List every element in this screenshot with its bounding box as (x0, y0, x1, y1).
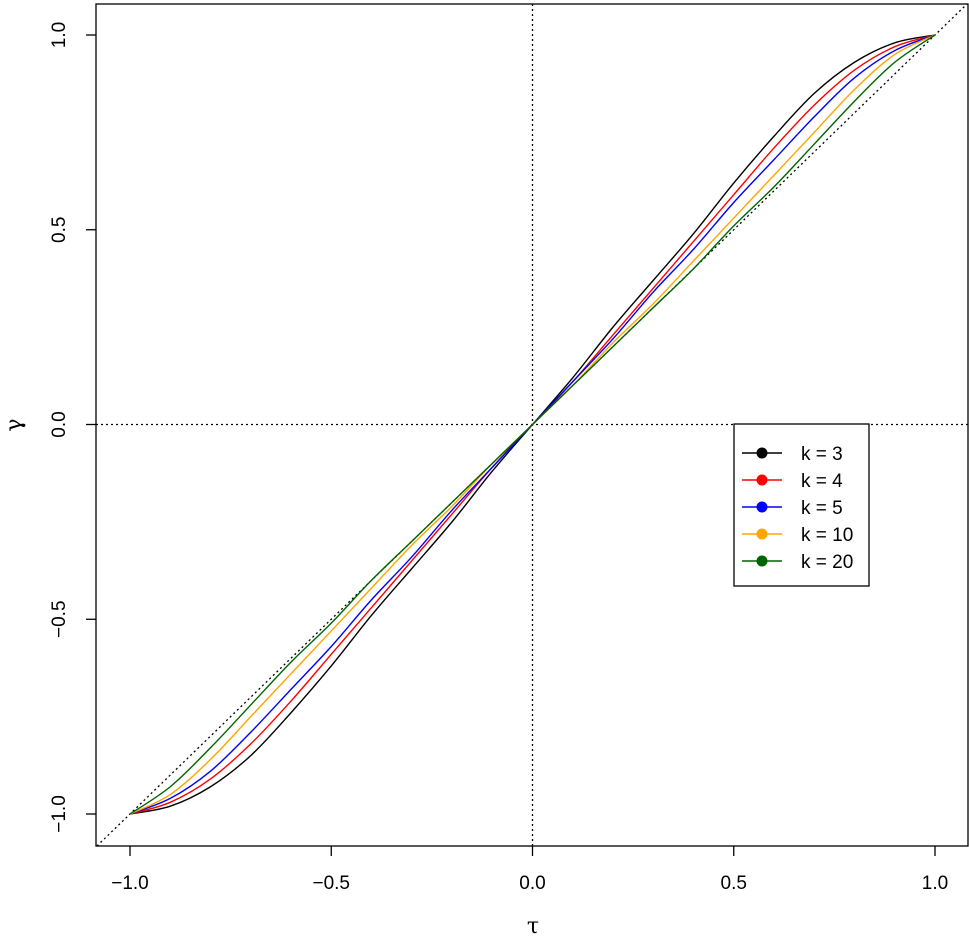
x-tick-label: −1.0 (111, 873, 149, 894)
legend-marker (756, 555, 768, 567)
y-axis-title: γ (2, 418, 27, 431)
y-axis: −1.0 −0.5 0.0 0.5 1.0 (49, 22, 96, 833)
y-tick-label: −0.5 (49, 600, 70, 638)
x-tick-label: −0.5 (312, 873, 350, 894)
legend-label: k = 4 (801, 471, 843, 492)
legend-label: k = 10 (801, 525, 853, 546)
y-tick-label: 0.5 (49, 217, 70, 243)
legend-marker (756, 528, 768, 540)
legend-label: k = 5 (801, 498, 843, 519)
y-tick-label: 0.0 (49, 411, 70, 437)
x-tick-label: 0.0 (519, 873, 545, 894)
x-tick-label: 0.5 (721, 873, 747, 894)
x-axis: −1.0 −0.5 0.0 0.5 1.0 (111, 846, 948, 894)
legend-label: k = 20 (801, 552, 853, 573)
legend-box (733, 423, 870, 587)
legend-marker (756, 501, 768, 513)
series-lines (129, 34, 936, 815)
y-tick-label: 1.0 (49, 22, 70, 48)
legend-marker (756, 447, 768, 459)
series-line-5 (129, 34, 936, 815)
y-tick-label: −1.0 (49, 795, 70, 833)
x-axis-title: τ (527, 914, 539, 939)
legend-label: k = 3 (801, 444, 843, 465)
x-tick-label: 1.0 (922, 873, 948, 894)
legend-marker (756, 474, 768, 486)
legend: k = 3 k = 4 k = 5 k = 10 k = 20 (733, 423, 870, 587)
